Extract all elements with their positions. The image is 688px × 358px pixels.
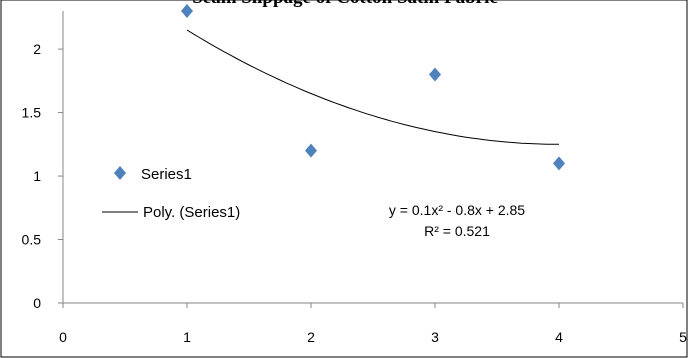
trendline-curve: [186, 29, 559, 145]
x-tick-label: 1: [183, 329, 191, 345]
legend-label-series1: Series1: [141, 166, 192, 183]
trendline-r-squared: R² = 0.521: [424, 223, 490, 239]
data-points: [181, 4, 565, 171]
legend-label-trend: Poly. (Series1): [143, 204, 240, 221]
data-point: [553, 156, 565, 171]
data-point: [429, 67, 441, 82]
x-tick-label: 4: [555, 329, 563, 345]
x-tick-label: 5: [679, 329, 687, 345]
y-tick-label: 2: [33, 41, 41, 57]
y-tick-label: 0: [33, 295, 41, 311]
trendline-equation: y = 0.1x² - 0.8x + 2.85: [389, 202, 525, 218]
x-tick-label: 0: [59, 329, 67, 345]
x-tick-label: 2: [307, 329, 315, 345]
axes: 0 1 2 3 4 5 0 0.5 1 1.5 2: [22, 11, 687, 345]
x-tick-label: 3: [431, 329, 439, 345]
y-tick-label: 0.5: [22, 232, 42, 248]
chart-title: Seam Slippage of Cotton Satin Fabric: [192, 0, 498, 8]
trendline: [186, 29, 559, 145]
data-point: [305, 143, 317, 158]
legend-marker-series1: [114, 166, 126, 180]
legend: Series1 Poly. (Series1): [102, 166, 240, 221]
y-tick-label: 1.5: [22, 105, 42, 121]
data-point: [181, 4, 193, 18]
y-tick-label: 1: [33, 168, 41, 184]
